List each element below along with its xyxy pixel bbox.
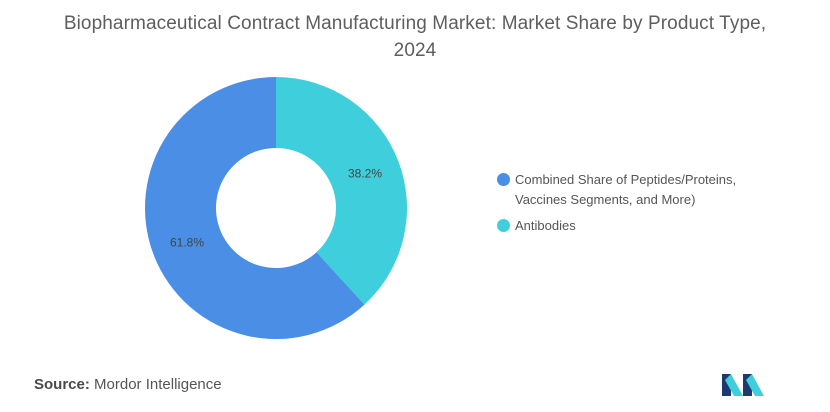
legend-swatch-antibodies: [497, 219, 510, 232]
chart-title: Biopharmaceutical Contract Manufacturing…: [63, 13, 767, 61]
legend-item-combined-share[interactable]: Combined Share of Peptides/Proteins, Vac…: [497, 170, 777, 210]
legend-label-combined-share: Combined Share of Peptides/Proteins, Vac…: [515, 172, 737, 207]
source-label: Source:: [34, 376, 90, 393]
legend-item-antibodies[interactable]: Antibodies: [497, 216, 777, 236]
slice-value-label-antibodies: 38.2%: [348, 166, 382, 180]
donut-slices: [145, 77, 408, 339]
logo-diagonal-right: [746, 374, 764, 396]
donut-slice-combined-share-of-peptides-pro[interactable]: [145, 77, 365, 339]
source-name: Mordor Intelligence: [94, 376, 222, 393]
legend-swatch-combined-share: [497, 173, 510, 186]
legend-label-antibodies: Antibodies: [515, 218, 576, 233]
donut-slice-labels: 38.2% 61.8%: [170, 166, 382, 249]
logo-diagonal-left: [725, 374, 743, 396]
mordor-intelligence-logo-icon: [722, 374, 764, 396]
slice-value-label-combined-share-of-peptides-pro: 61.8%: [170, 236, 204, 250]
donut-slice-antibodies[interactable]: [276, 77, 408, 305]
chart-legend: Combined Share of Peptides/Proteins, Vac…: [497, 170, 777, 242]
source-note: Source: Mordor Intelligence: [34, 376, 222, 393]
